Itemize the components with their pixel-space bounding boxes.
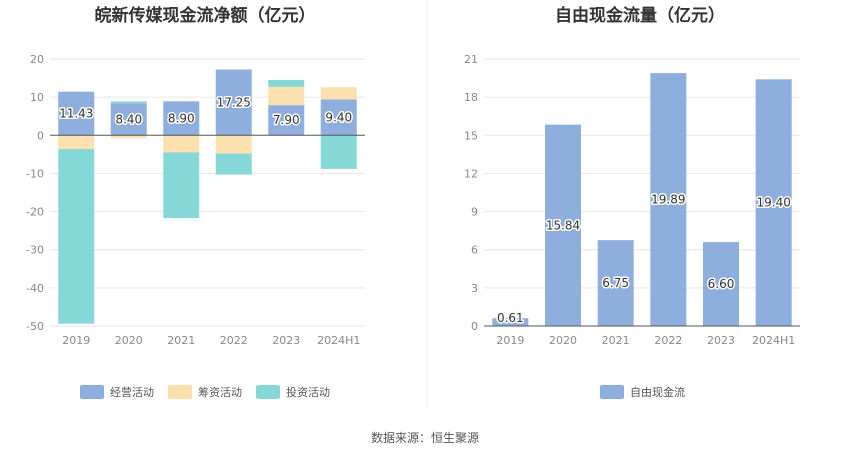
x-tick-label: 2022 [654,334,682,347]
data-label: 6.60 [708,277,735,291]
data-label: 8.90 [168,111,195,125]
y-tick-label: -10 [26,167,44,180]
bar-自由现金流-2024H1 [755,79,792,326]
x-tick-label: 2019 [62,334,90,347]
x-tick-label: 2021 [602,334,630,347]
bar-投资活动-2020 [110,101,147,104]
x-tick-label: 2023 [272,334,300,347]
bar-筹资活动-2021 [163,135,200,153]
chart-title: 皖新传媒现金流净额（亿元） [95,5,316,26]
legend-swatch [168,385,192,399]
bar-经营活动-2019 [58,91,95,136]
legend-label: 筹资活动 [198,385,242,399]
data-label: 15.84 [546,218,580,232]
data-label: 17.25 [217,95,251,109]
y-tick-label: 18 [464,91,478,104]
data-source-note: 数据来源：恒生聚源 [371,430,479,445]
x-tick-label: 2023 [707,334,735,347]
bar-筹资活动-2020 [110,135,147,139]
data-label: 19.40 [756,196,790,210]
x-tick-label: 2022 [220,334,248,347]
bar-经营活动-2021 [163,101,200,136]
data-label: 7.90 [273,113,300,127]
data-label: 9.40 [325,110,352,124]
y-tick-label: 9 [471,206,478,219]
bar-筹资活动-2023 [268,86,305,106]
data-label: 8.40 [115,112,142,126]
x-tick-label: 2020 [549,334,577,347]
legend-label: 自由现金流 [630,385,685,399]
bar-经营活动-2023 [268,105,305,136]
bar-投资活动-2023 [268,79,305,87]
bar-筹资活动-2019 [58,135,95,150]
data-label: 0.61 [497,311,524,325]
y-tick-label: 15 [464,129,478,142]
y-tick-label: 6 [471,244,478,257]
y-tick-label: 10 [30,91,44,104]
y-tick-label: 21 [464,53,478,66]
y-tick-label: -50 [26,320,44,333]
free-cash-flow-chart: 自由现金流量（亿元） 21 18 15 12 9 6 3 0 2019 2020 2021 2022 20… [464,5,800,399]
bar-自由现金流-2020 [545,124,581,326]
bar-经营活动-2020 [110,103,147,136]
legend-swatch [256,385,280,399]
y-tick-label: 0 [37,129,44,142]
bar-自由现金流-2019 [492,318,529,326]
chart-title: 自由现金流量（亿元） [555,5,725,26]
data-label: 6.75 [602,276,629,290]
data-label: 19.89 [651,193,685,207]
y-tick-label: -20 [26,206,44,219]
bar-投资活动-2022 [215,153,252,175]
legend-swatch [80,385,104,399]
bar-自由现金流-2022 [650,73,687,326]
y-tick-label: -40 [26,282,44,295]
bar-筹资活动-2024H1 [320,87,357,100]
bar-投资活动-2024H1 [320,135,357,169]
legend-label: 投资活动 [286,385,330,399]
x-tick-label: 2024H1 [752,334,795,347]
y-tick-label: 20 [30,53,44,66]
y-tick-label: 0 [471,320,478,333]
legend-swatch [600,385,624,399]
bar-经营活动-2024H1 [320,99,357,136]
y-tick-label: 12 [464,167,478,180]
bar-投资活动-2021 [163,152,200,219]
data-label: 11.43 [59,106,93,120]
cash-flow-net-chart: 皖新传媒现金流净额（亿元） 20 10 0 -10 -20 -30 -40 -50 2019 202… [26,5,365,399]
bar-筹资活动-2022 [215,135,252,154]
bar-自由现金流-2021 [597,240,634,326]
x-tick-label: 2020 [115,334,143,347]
y-tick-label: 3 [471,282,478,295]
bar-经营活动-2022 [215,69,252,136]
x-tick-label: 2021 [167,334,195,347]
legend-label: 经营活动 [110,385,154,399]
bar-投资活动-2019 [58,149,95,324]
y-tick-label: -30 [26,244,44,257]
x-tick-label: 2024H1 [317,334,360,347]
x-tick-label: 2019 [496,334,524,347]
bar-自由现金流-2023 [703,242,739,326]
